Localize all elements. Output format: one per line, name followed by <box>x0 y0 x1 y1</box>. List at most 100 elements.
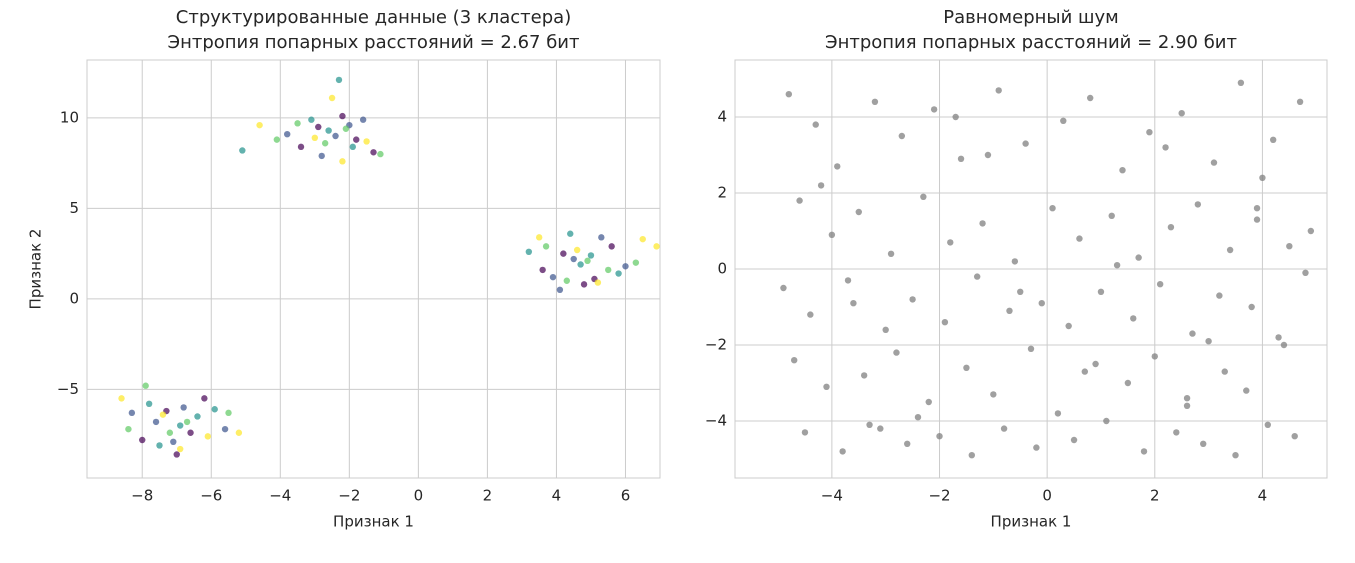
scatter-point <box>608 243 615 250</box>
scatter-point <box>339 112 346 120</box>
x-tick-label: 6 <box>621 487 631 505</box>
scatter-point <box>1033 444 1040 451</box>
scatter-point <box>1302 269 1309 276</box>
scatter-point <box>823 383 830 390</box>
scatter-point <box>866 421 873 428</box>
scatter-point <box>308 116 315 123</box>
scatter-point <box>1124 379 1132 387</box>
scatter-point <box>1210 159 1218 166</box>
scatter-point <box>941 319 949 326</box>
scatter-point <box>598 234 605 241</box>
scatter-point <box>1060 117 1067 125</box>
scatter-point <box>335 76 343 84</box>
y-tick-label: −5 <box>57 380 79 398</box>
scatter-point <box>539 266 546 274</box>
scatter-point <box>187 429 194 436</box>
scatter-point <box>1253 205 1261 212</box>
scatter-point <box>632 259 640 266</box>
scatter-point <box>166 429 174 436</box>
chart-title: Равномерный шум <box>943 7 1118 28</box>
scatter-point <box>235 429 243 436</box>
scatter-point <box>605 266 612 274</box>
scatter-point <box>973 273 981 280</box>
scatter-point <box>834 163 841 170</box>
y-tick-label: 4 <box>717 108 727 126</box>
scatter-point <box>1226 246 1234 254</box>
x-tick-label: −8 <box>131 487 153 505</box>
scatter-point <box>920 193 927 200</box>
scatter-point <box>128 409 136 417</box>
x-tick-label: 4 <box>552 487 562 505</box>
scatter-point <box>556 286 564 294</box>
scatter-point <box>173 451 180 458</box>
scatter-point <box>1286 243 1293 250</box>
scatter-point <box>549 273 557 281</box>
scatter-point <box>952 113 959 121</box>
scatter-point <box>370 149 377 156</box>
scatter-point <box>535 234 543 241</box>
scatter-point <box>622 263 629 270</box>
scatter-point <box>359 116 367 123</box>
chart-title: Структурированные данные (3 кластера) <box>176 7 571 28</box>
x-tick-label: −2 <box>338 487 360 505</box>
scatter-point <box>180 404 187 411</box>
scatter-point <box>125 425 132 433</box>
scatter-point <box>294 120 301 127</box>
scatter-point <box>914 414 922 421</box>
scatter-point <box>311 134 319 142</box>
scatter-point <box>801 429 809 436</box>
scatter-point <box>1146 129 1153 136</box>
scatter-point <box>284 130 291 138</box>
scatter-point <box>542 243 550 250</box>
scatter-point <box>353 136 360 143</box>
scatter-point <box>1038 300 1045 307</box>
scatter-point <box>339 158 346 165</box>
scatter-point <box>570 255 577 263</box>
y-tick-label: 10 <box>60 108 79 126</box>
scatter-point <box>984 151 992 159</box>
scatter-point <box>995 87 1002 94</box>
scatter-point <box>318 152 325 160</box>
scatter-point <box>925 398 932 406</box>
x-tick-label: −4 <box>821 487 843 505</box>
scatter-point <box>342 125 350 132</box>
scatter-point <box>315 123 322 131</box>
y-tick-label: 0 <box>69 289 79 307</box>
scatter-point <box>573 246 581 254</box>
scatter-point <box>1253 216 1261 223</box>
scatter-point <box>297 143 305 151</box>
scatter-point <box>828 231 836 238</box>
scatter-point <box>785 91 793 98</box>
scatter-point <box>893 349 900 356</box>
scatter-point <box>1130 315 1137 322</box>
chart-subtitle: Энтропия попарных расстояний = 2.67 бит <box>168 32 580 53</box>
scatter-point <box>1119 167 1126 174</box>
scatter-point <box>1264 421 1272 428</box>
scatter-point <box>1054 410 1062 417</box>
scatter-point <box>567 230 574 237</box>
scatter-point <box>211 406 218 413</box>
scatter-point <box>653 243 660 250</box>
scatter-point <box>183 418 191 426</box>
scatter-point <box>1113 262 1121 269</box>
scatter-point <box>780 284 787 292</box>
scatter-point <box>817 182 825 189</box>
scatter-point <box>898 132 906 140</box>
x-tick-label: 0 <box>414 487 424 505</box>
scatter-point <box>639 235 646 243</box>
scatter-point <box>1006 307 1013 314</box>
scatter-point <box>1135 254 1142 261</box>
y-tick-label: −4 <box>705 412 727 430</box>
scatter-point <box>1178 110 1185 117</box>
scatter-point <box>587 252 595 259</box>
scatter-point <box>1221 368 1228 375</box>
scatter-point <box>325 127 332 134</box>
scatter-point <box>860 372 868 379</box>
x-tick-label: −2 <box>928 487 950 505</box>
scatter-point <box>363 138 370 145</box>
scatter-point <box>1183 395 1191 402</box>
scatter-point <box>807 311 814 318</box>
scatter-point <box>1103 417 1110 425</box>
x-tick-label: −4 <box>269 487 291 505</box>
scatter-point <box>1296 98 1304 106</box>
